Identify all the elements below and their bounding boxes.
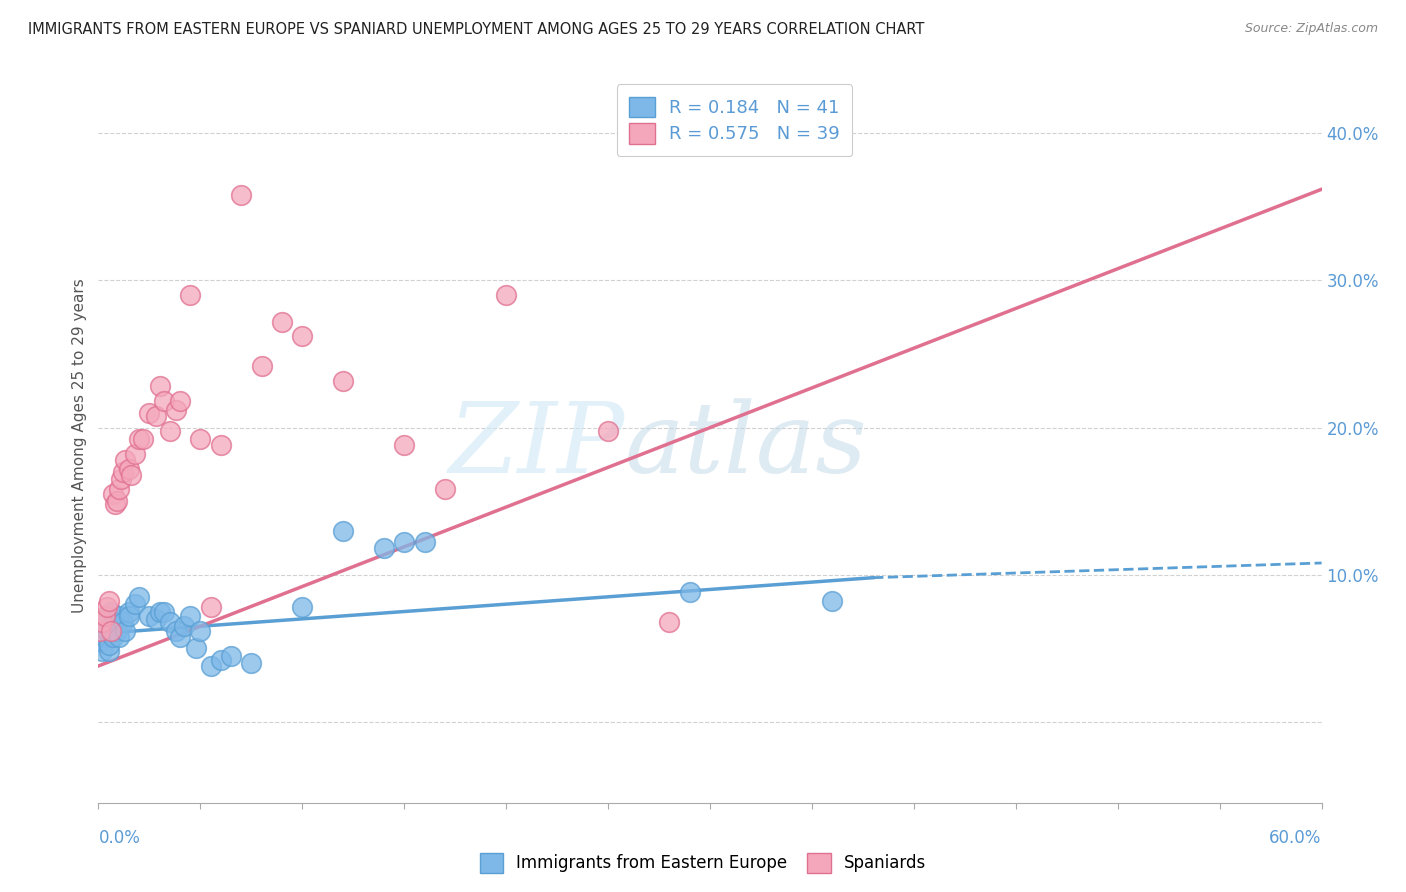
Point [200,600,222,615]
Point [110,472,132,486]
Point [332,374,354,388]
Point [250,359,273,373]
Point [200,659,222,673]
Point [89,634,111,648]
Point [93,612,115,626]
Point [188,624,212,638]
Point [96,600,118,615]
Point [165,403,187,417]
Point [124,447,146,461]
Legend: R = 0.184   N = 41, R = 0.575   N = 39: R = 0.184 N = 41, R = 0.575 N = 39 [617,84,852,156]
Point [145,409,167,423]
Point [291,329,314,343]
Point [658,615,681,629]
Point [209,438,232,452]
Point [108,609,131,624]
Point [124,597,146,611]
Point [114,453,136,467]
Point [165,624,187,638]
Point [149,605,172,619]
Point [373,541,395,556]
Point [138,609,160,624]
Point [96,624,118,638]
Point [138,406,160,420]
Legend: Immigrants from Eastern Europe, Spaniards: Immigrants from Eastern Europe, Spaniard… [472,847,934,880]
Point [240,656,263,670]
Point [97,644,120,658]
Text: atlas: atlas [624,399,868,493]
Point [159,424,181,438]
Point [91,615,114,629]
Point [108,483,131,497]
Point [100,605,122,619]
Point [149,379,172,393]
Point [173,619,195,633]
Point [105,494,128,508]
Point [120,467,142,482]
Point [152,605,174,619]
Point [101,630,124,644]
Point [118,605,141,619]
Point [93,630,115,644]
Point [111,615,134,629]
Point [128,433,150,447]
Y-axis label: Unemployment Among Ages 25 to 29 years: Unemployment Among Ages 25 to 29 years [72,278,87,614]
Text: IMMIGRANTS FROM EASTERN EUROPE VS SPANIARD UNEMPLOYMENT AMONG AGES 25 TO 29 YEAR: IMMIGRANTS FROM EASTERN EUROPE VS SPANIA… [28,22,925,37]
Point [159,615,181,629]
Text: 0.0%: 0.0% [98,830,141,847]
Point [100,624,122,638]
Point [105,624,128,638]
Point [392,438,416,452]
Point [93,609,115,624]
Point [392,535,416,549]
Point [128,590,150,604]
Point [104,497,127,511]
Point [598,424,620,438]
Point [231,188,253,202]
Point [219,648,242,663]
Point [169,394,191,409]
Point [91,644,114,658]
Point [179,288,201,302]
Point [169,630,191,644]
Point [118,609,141,624]
Point [679,585,702,599]
Point [145,612,167,626]
Point [97,639,120,653]
Point [89,624,111,638]
Point [108,630,131,644]
Text: ZIP: ZIP [449,399,624,493]
Point [332,524,354,538]
Point [186,641,208,656]
Point [114,624,136,638]
Point [132,433,155,447]
Point [101,487,124,501]
Point [104,615,127,629]
Text: Source: ZipAtlas.com: Source: ZipAtlas.com [1244,22,1378,36]
Point [179,609,201,624]
Point [413,535,436,549]
Point [434,483,457,497]
Point [111,465,134,479]
Point [495,288,517,302]
Point [209,653,232,667]
Point [97,594,120,608]
Point [152,394,174,409]
Point [270,315,294,329]
Point [291,600,314,615]
Point [821,594,844,608]
Point [118,462,141,476]
Point [188,433,212,447]
Text: 60.0%: 60.0% [1270,830,1322,847]
